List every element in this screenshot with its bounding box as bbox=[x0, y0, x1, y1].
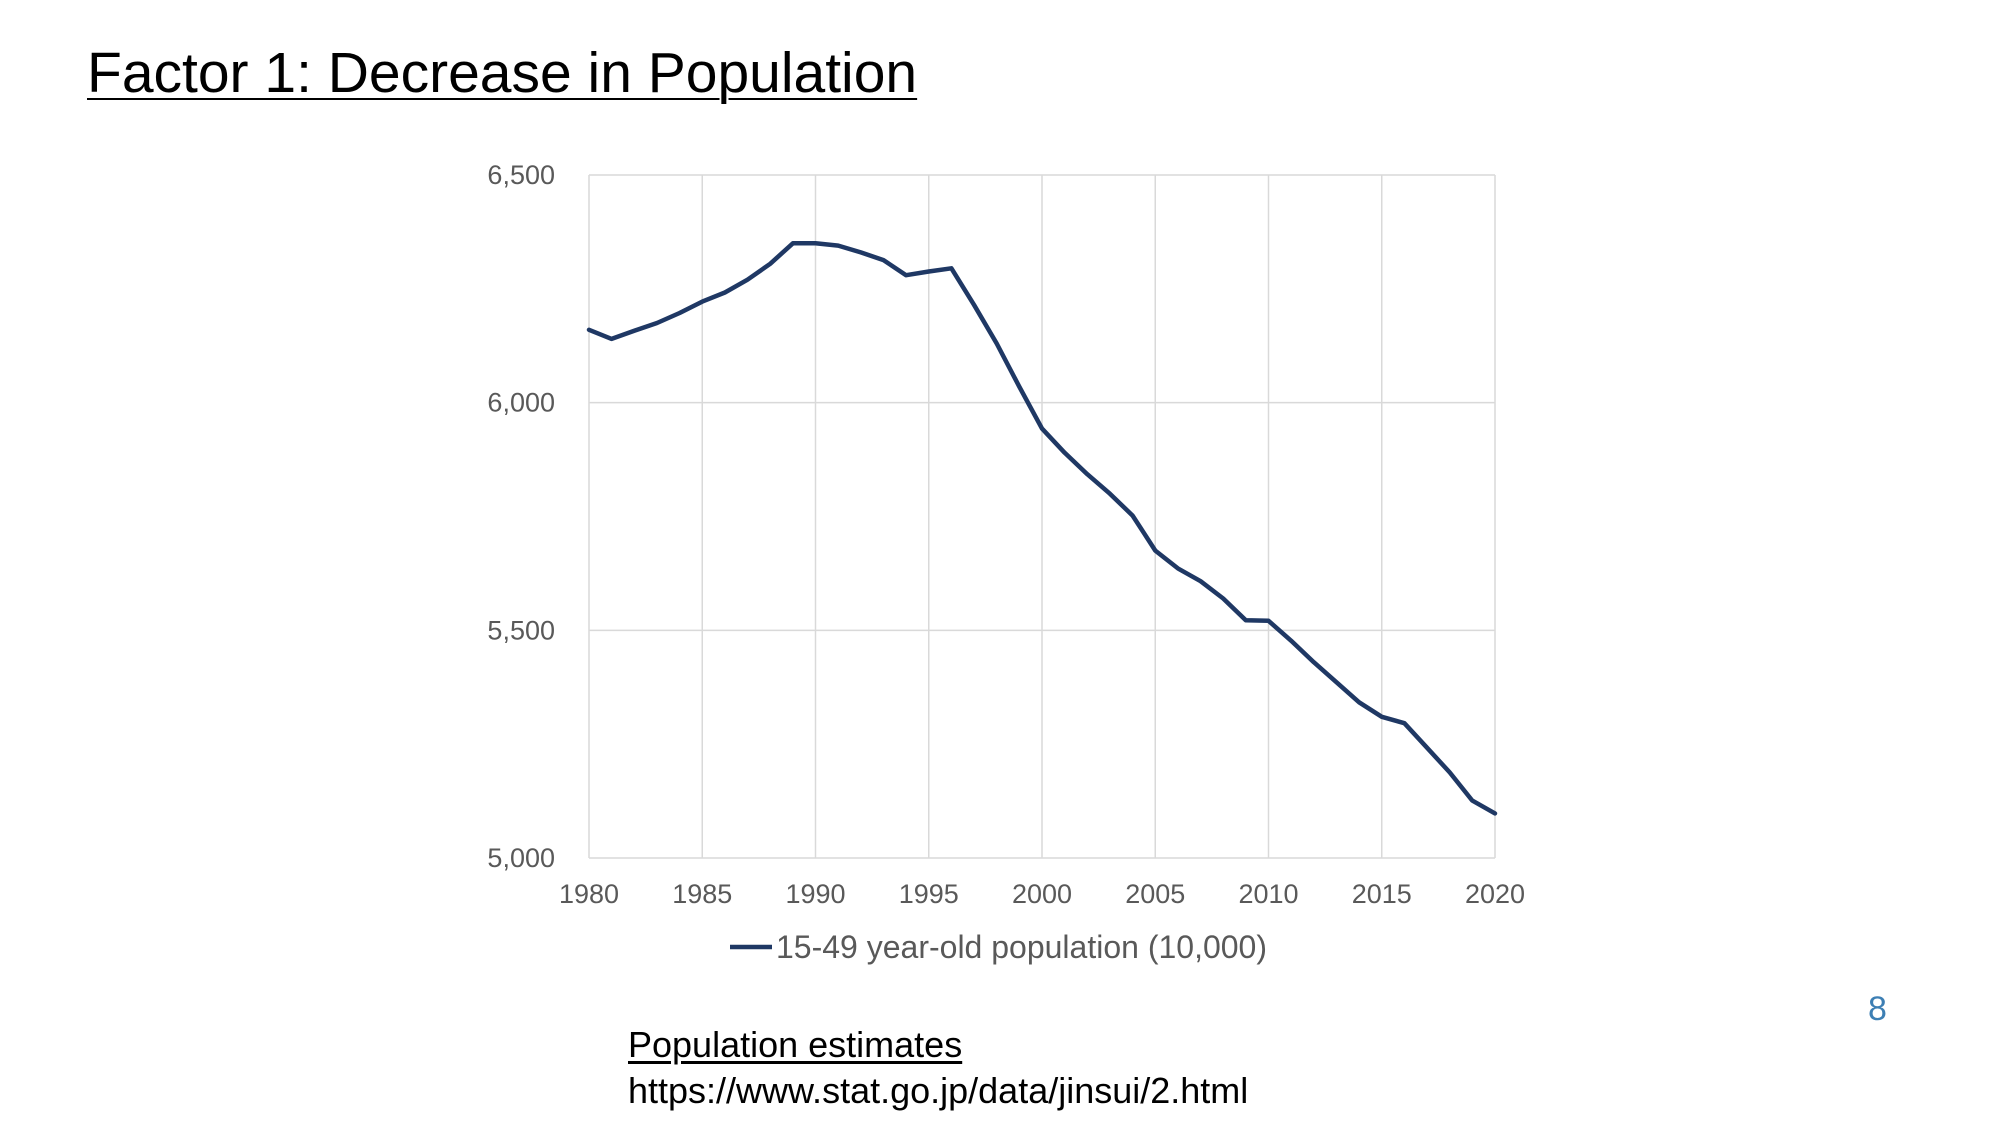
x-tick-label: 2000 bbox=[1012, 879, 1072, 909]
series-line bbox=[586, 241, 1498, 816]
y-tick-label: 6,000 bbox=[487, 388, 555, 418]
slide-title: Factor 1: Decrease in Population bbox=[87, 41, 918, 105]
y-tick-labels: 5,000 5,500 6,000 6,500 bbox=[487, 160, 555, 873]
x-tick-label: 2020 bbox=[1465, 879, 1525, 909]
source-title: Population estimates bbox=[628, 1024, 963, 1065]
y-tick-label: 5,000 bbox=[487, 843, 555, 873]
x-tick-label: 2015 bbox=[1352, 879, 1412, 909]
x-tick-label: 1985 bbox=[672, 879, 732, 909]
x-tick-label: 1980 bbox=[559, 879, 619, 909]
y-tick-label: 6,500 bbox=[487, 160, 555, 190]
page-number: 8 bbox=[1868, 990, 1887, 1028]
legend-label: 15-49 year-old population (10,000) bbox=[776, 929, 1267, 965]
x-tick-labels: 1980 1985 1990 1995 2000 2005 2010 2015 2020 bbox=[559, 879, 1525, 909]
grid-layer bbox=[588, 174, 1496, 859]
y-tick-label: 5,500 bbox=[487, 615, 555, 645]
line-chart: 1980 1985 1990 1995 2000 2005 2010 2015 2020 5,0… bbox=[487, 160, 1525, 965]
x-tick-label: 1995 bbox=[899, 879, 959, 909]
source-url: https://www.stat.go.jp/data/jinsui/2.htm… bbox=[628, 1070, 1249, 1111]
x-tick-label: 2005 bbox=[1125, 879, 1185, 909]
x-tick-label: 1990 bbox=[785, 879, 845, 909]
legend: 15-49 year-old population (10,000) bbox=[730, 929, 1267, 965]
x-tick-label: 2010 bbox=[1238, 879, 1298, 909]
